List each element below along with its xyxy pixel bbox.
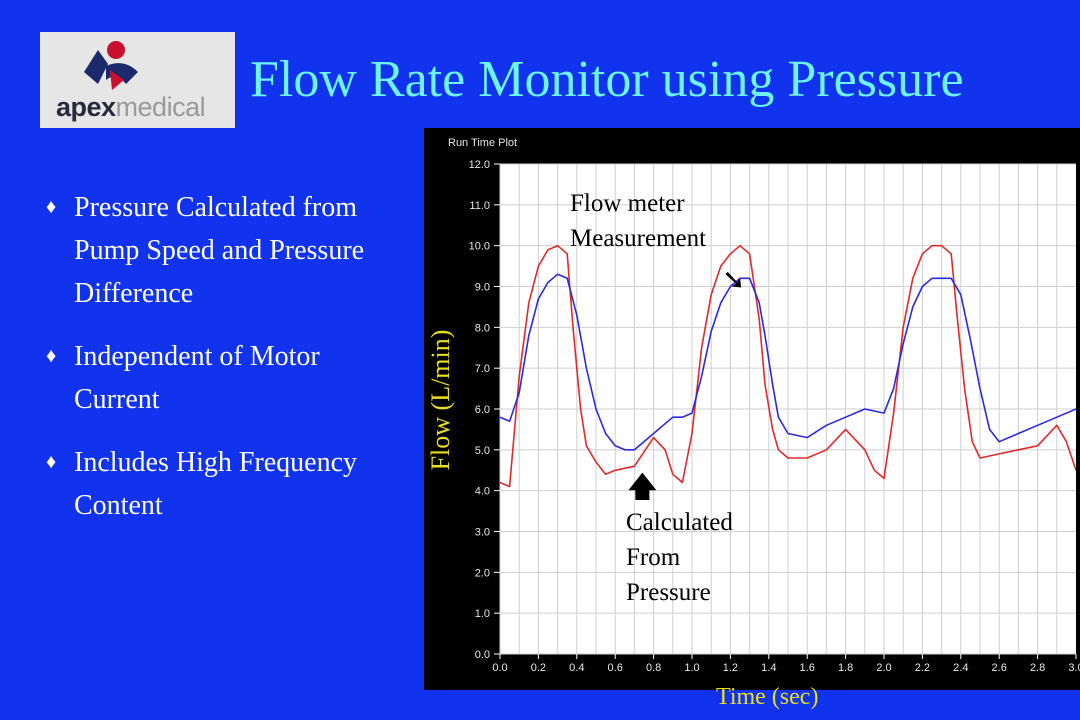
bullet-item: ♦ Pressure Calculated from Pump Speed and… <box>46 186 386 315</box>
x-tick-label: 1.2 <box>723 662 738 674</box>
bullet-item: ♦ Independent of Motor Current <box>46 335 386 421</box>
slide-title: Flow Rate Monitor using Pressure <box>250 51 964 108</box>
x-tick-label: 2.2 <box>915 662 930 674</box>
x-tick-label: 1.4 <box>761 662 776 674</box>
y-axis-label: Flow (L/min) <box>426 329 455 471</box>
annotation-line: Flow meter <box>570 190 685 217</box>
x-tick-label: 2.8 <box>1030 662 1045 674</box>
logo-mark-icon <box>84 41 138 90</box>
bullet-text: Independent of Motor Current <box>74 341 320 415</box>
x-tick-label: 1.8 <box>838 662 853 674</box>
series-calculated-line <box>500 244 1076 488</box>
diamond-bullet-icon: ♦ <box>46 345 57 367</box>
x-axis-label: Time (sec) <box>716 684 819 710</box>
x-tick-label: 2.6 <box>992 662 1007 674</box>
chart-title: Run Time Plot <box>448 137 517 149</box>
diamond-bullet-icon: ♦ <box>46 196 57 218</box>
annotation-line: Measurement <box>570 225 707 252</box>
bullet-text: Pressure Calculated from Pump Speed and … <box>74 192 365 309</box>
apex-medical-logo: apexmedical <box>40 32 235 128</box>
y-tick-label: 10.0 <box>469 241 490 253</box>
y-tick-label: 9.0 <box>475 282 490 294</box>
y-tick-label: 4.0 <box>475 486 490 498</box>
annotation-line: Calculated <box>626 509 733 536</box>
y-tick-label: 2.0 <box>475 567 490 579</box>
x-tick-label: 0.2 <box>531 662 546 674</box>
y-tick-label: 11.0 <box>469 200 490 212</box>
run-time-plot: Run Time Plot 0.0 1.0 2.0 3.0 4.0 5.0 6.0 7.0 8.0… <box>424 128 1080 690</box>
bullet-text: Includes High Frequency Content <box>74 447 358 521</box>
logo-brand-bold: apex <box>56 92 116 122</box>
x-tick-label: 0.4 <box>569 662 584 674</box>
x-tick-label: 0.0 <box>492 662 507 674</box>
bullet-list: ♦ Pressure Calculated from Pump Speed and… <box>46 186 386 547</box>
series-measured-line <box>500 273 1076 451</box>
bullet-item: ♦ Includes High Frequency Content <box>46 441 386 527</box>
x-tick-label: 1.6 <box>800 662 815 674</box>
annotation-line: Pressure <box>626 579 711 606</box>
arrow-up-icon: 🡅 <box>628 470 657 503</box>
y-tick-label: 1.0 <box>475 608 490 620</box>
annotation-line: From <box>626 544 681 571</box>
x-tick-label: 0.8 <box>646 662 661 674</box>
grid <box>499 163 1076 655</box>
y-tick-label: 5.0 <box>475 445 490 457</box>
logo-brand-light: medical <box>115 92 206 122</box>
diamond-bullet-icon: ♦ <box>46 451 57 473</box>
arrow-down-right-icon: ➘ <box>722 263 746 296</box>
x-tick-label: 2.0 <box>876 662 891 674</box>
x-tick-label: 0.6 <box>608 662 623 674</box>
y-tick-label: 0.0 <box>475 649 490 661</box>
logo-wordmark: apexmedical <box>56 92 206 123</box>
annotation-calculated: Calculated From Pressure <box>626 505 733 610</box>
y-tick-label: 12.0 <box>469 159 490 171</box>
y-tick-label: 3.0 <box>475 527 490 539</box>
x-tick-label: 3.0 <box>1068 662 1080 674</box>
y-tick-label: 6.0 <box>475 404 490 416</box>
x-tick-label: 2.4 <box>953 662 968 674</box>
y-tick-label: 7.0 <box>475 363 490 375</box>
x-tick-label: 1.0 <box>684 662 699 674</box>
annotation-flow-meter: Flow meter Measurement <box>570 186 706 256</box>
y-tick-label: 8.0 <box>475 322 490 334</box>
